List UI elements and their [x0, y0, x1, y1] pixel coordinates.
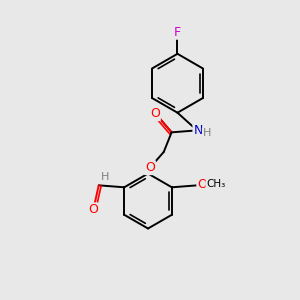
Text: H: H: [203, 128, 211, 138]
Text: O: O: [88, 203, 98, 216]
Text: O: O: [197, 178, 207, 191]
Text: N: N: [194, 124, 203, 137]
Text: H: H: [100, 172, 109, 182]
Text: F: F: [174, 26, 181, 39]
Text: CH₃: CH₃: [206, 179, 226, 189]
Text: O: O: [145, 161, 155, 174]
Text: O: O: [150, 107, 160, 120]
